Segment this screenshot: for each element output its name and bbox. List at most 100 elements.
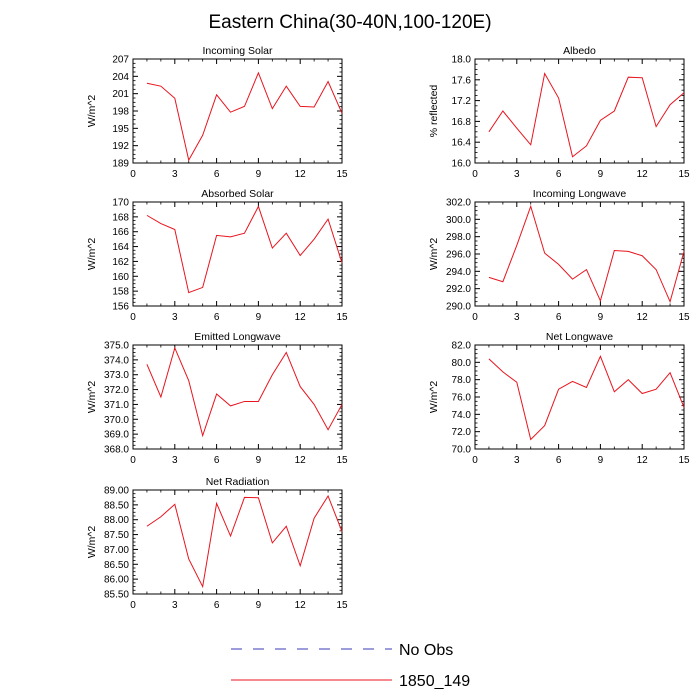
x-tick-label: 15 xyxy=(336,455,348,466)
y-tick-label: 72.0 xyxy=(452,427,472,438)
x-tick-label: 3 xyxy=(514,169,520,180)
series-line-1850-149 xyxy=(146,71,343,162)
y-tick-label: 369.0 xyxy=(104,430,129,441)
x-tick-label: 0 xyxy=(472,312,478,323)
plot-frame xyxy=(132,58,343,164)
y-tick-label: 82.0 xyxy=(452,341,472,352)
y-tick-label: 290.0 xyxy=(446,302,471,313)
plot-frame xyxy=(132,489,343,595)
x-tick-label: 12 xyxy=(295,455,307,466)
x-tick-label: 9 xyxy=(598,312,604,323)
panel-net-longwave: Net Longwave 70.0 72.0 74.0 76.0 78.0 80.0 82.0… xyxy=(428,331,690,466)
panels: Incoming Solar 189 192 195 198 201 204 207 0 3 6 9 1… xyxy=(86,45,690,611)
x-tick-label: 12 xyxy=(637,312,649,323)
x-tick-label: 3 xyxy=(172,600,178,611)
plot-frame xyxy=(474,344,685,450)
y-tick-label: 78.0 xyxy=(452,375,472,386)
y-tick-label: 375.0 xyxy=(104,341,129,352)
y-tick-label: 370.0 xyxy=(104,415,129,426)
x-tick-label: 6 xyxy=(214,455,220,466)
y-tick-label: 80.0 xyxy=(452,358,472,369)
series-line-1850-149 xyxy=(146,205,343,294)
y-tick-label: 89.00 xyxy=(104,486,129,497)
y-tick-label: 207 xyxy=(112,55,129,66)
y-axis-label: W/m^2 xyxy=(86,381,98,414)
y-axis-label: W/m^2 xyxy=(86,238,98,271)
y-tick-label: 170 xyxy=(112,198,129,209)
y-tick-label: 16.4 xyxy=(452,138,472,149)
y-tick-label: 87.50 xyxy=(104,530,129,541)
y-tick-label: 189 xyxy=(112,159,129,170)
y-tick-label: 372.0 xyxy=(104,385,129,396)
x-tick-label: 6 xyxy=(556,312,562,323)
x-tick-label: 6 xyxy=(214,312,220,323)
y-tick-label: 201 xyxy=(112,89,129,100)
y-tick-label: 292.0 xyxy=(446,284,471,295)
y-tick-label: 296.0 xyxy=(446,250,471,261)
x-tick-label: 9 xyxy=(256,169,262,180)
y-tick-label: 86.00 xyxy=(104,575,129,586)
x-tick-label: 6 xyxy=(556,169,562,180)
panel-title: Incoming Solar xyxy=(202,45,273,57)
x-tick-label: 0 xyxy=(472,455,478,466)
panel-title: Emitted Longwave xyxy=(194,331,281,343)
y-tick-label: 18.0 xyxy=(452,55,472,66)
y-tick-label: 204 xyxy=(112,72,129,83)
x-tick-label: 15 xyxy=(678,455,690,466)
x-tick-label: 0 xyxy=(472,169,478,180)
y-tick-label: 195 xyxy=(112,124,129,135)
x-tick-label: 15 xyxy=(336,600,348,611)
x-tick-label: 6 xyxy=(214,600,220,611)
plot-frame xyxy=(132,201,343,307)
y-tick-label: 16.8 xyxy=(452,117,472,128)
plot-frame xyxy=(474,201,685,307)
legend-label-no-obs: No Obs xyxy=(399,642,453,659)
panel-incoming-solar: Incoming Solar 189 192 195 198 201 204 207 0 3 6 9 1… xyxy=(86,45,348,180)
y-tick-label: 300.0 xyxy=(446,215,471,226)
x-tick-label: 9 xyxy=(598,169,604,180)
y-tick-label: 85.50 xyxy=(104,590,129,601)
x-tick-label: 15 xyxy=(336,312,348,323)
y-tick-label: 168 xyxy=(112,212,129,223)
series-line-1850-149 xyxy=(488,72,685,158)
x-tick-label: 12 xyxy=(295,312,307,323)
y-tick-label: 371.0 xyxy=(104,400,129,411)
y-tick-label: 302.0 xyxy=(446,198,471,209)
x-tick-label: 0 xyxy=(130,169,136,180)
x-tick-label: 3 xyxy=(514,455,520,466)
y-tick-label: 70.0 xyxy=(452,445,472,456)
series-line-1850-149 xyxy=(146,494,343,589)
series-line-1850-149 xyxy=(488,354,685,441)
x-tick-label: 15 xyxy=(678,312,690,323)
x-tick-label: 15 xyxy=(336,169,348,180)
y-tick-label: 88.50 xyxy=(104,500,129,511)
x-tick-label: 12 xyxy=(637,455,649,466)
y-tick-label: 162 xyxy=(112,257,129,268)
plot-frame xyxy=(132,344,343,450)
series-line-1850-149 xyxy=(488,204,685,304)
y-tick-label: 298.0 xyxy=(446,232,471,243)
x-tick-label: 3 xyxy=(172,312,178,323)
x-tick-label: 9 xyxy=(256,312,262,323)
y-tick-label: 156 xyxy=(112,302,129,313)
x-tick-label: 12 xyxy=(295,169,307,180)
y-tick-label: 74.0 xyxy=(452,410,472,421)
legend-label-1850-149: 1850_149 xyxy=(399,673,470,690)
x-tick-label: 0 xyxy=(130,600,136,611)
y-axis-label: W/m^2 xyxy=(86,526,98,559)
y-tick-label: 294.0 xyxy=(446,267,471,278)
x-tick-label: 3 xyxy=(172,169,178,180)
panel-albedo: Albedo 16.0 16.4 16.8 17.2 17.6 18.0 0 3 6 9 12 15 % … xyxy=(428,45,690,180)
x-tick-label: 9 xyxy=(256,455,262,466)
y-tick-label: 160 xyxy=(112,272,129,283)
y-axis-label: % reflected xyxy=(428,85,440,138)
panel-net-radiation: Net Radiation 85.50 86.00 86.50 87.00 87.50 88… xyxy=(86,476,348,611)
y-tick-label: 158 xyxy=(112,287,129,298)
figure-title: Eastern China(30-40N,100-120E) xyxy=(208,12,491,33)
y-tick-label: 88.00 xyxy=(104,515,129,526)
y-axis-label: W/m^2 xyxy=(86,95,98,128)
y-tick-label: 17.2 xyxy=(452,96,472,107)
x-tick-label: 12 xyxy=(637,169,649,180)
panel-incoming-longwave: Incoming Longwave 290.0 292.0 294.0 296.0 298… xyxy=(428,188,690,323)
